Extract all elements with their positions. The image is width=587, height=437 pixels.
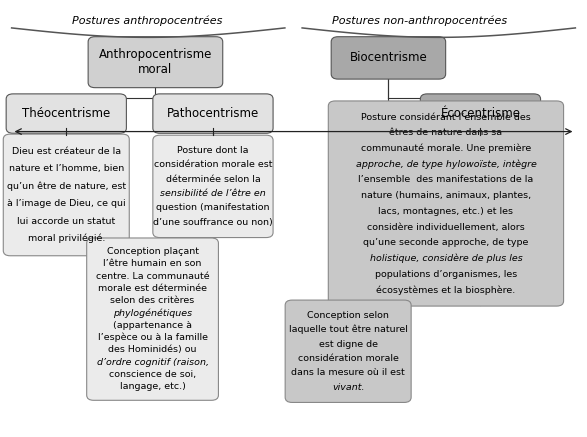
Text: qu’un être de nature, est: qu’un être de nature, est	[6, 181, 126, 191]
FancyBboxPatch shape	[328, 101, 564, 306]
Text: écosystèmes et la biosphère.: écosystèmes et la biosphère.	[376, 285, 515, 295]
Text: Conception plaçant: Conception plaçant	[107, 247, 198, 256]
Text: lacs, montagnes, etc.) et les: lacs, montagnes, etc.) et les	[379, 207, 514, 216]
FancyBboxPatch shape	[87, 238, 218, 400]
Text: moral privilégié.: moral privilégié.	[28, 234, 105, 243]
FancyBboxPatch shape	[4, 134, 129, 256]
Text: selon des critères: selon des critères	[110, 296, 195, 305]
FancyBboxPatch shape	[153, 135, 273, 238]
Text: Posture dont la: Posture dont la	[177, 146, 249, 155]
Text: considération morale est: considération morale est	[154, 160, 272, 169]
Text: considère individuellement, alors: considère individuellement, alors	[367, 222, 525, 232]
Text: Dieu est créateur de la: Dieu est créateur de la	[12, 147, 121, 156]
Text: l’ensemble  des manifestations de la: l’ensemble des manifestations de la	[358, 175, 534, 184]
Text: d’ordre cognitif (raison,: d’ordre cognitif (raison,	[96, 357, 208, 367]
Text: Posture considérant l’ensemble des: Posture considérant l’ensemble des	[361, 113, 531, 121]
Text: vivant.: vivant.	[332, 383, 365, 392]
Text: lui accorde un statut: lui accorde un statut	[17, 217, 116, 225]
Text: Pathocentrisme: Pathocentrisme	[167, 107, 259, 120]
Text: l’espèce ou à la famille: l’espèce ou à la famille	[97, 333, 208, 342]
Text: Théocentrisme: Théocentrisme	[22, 107, 110, 120]
Text: à l’image de Dieu, ce qui: à l’image de Dieu, ce qui	[7, 199, 126, 208]
Text: l’être humain en son: l’être humain en son	[103, 260, 202, 268]
FancyBboxPatch shape	[6, 94, 126, 133]
Text: laquelle tout être naturel: laquelle tout être naturel	[289, 325, 407, 334]
Text: (appartenance à: (appartenance à	[113, 321, 192, 330]
Text: langage, etc.): langage, etc.)	[120, 382, 185, 391]
Text: Postures non-anthropocentrées: Postures non-anthropocentrées	[332, 15, 508, 26]
Text: phylogénétiques: phylogénétiques	[113, 308, 192, 318]
Text: considération morale: considération morale	[298, 354, 399, 363]
FancyBboxPatch shape	[331, 37, 446, 79]
Text: est digne de: est digne de	[319, 340, 377, 349]
Text: question (manifestation: question (manifestation	[156, 204, 269, 212]
Text: d’une souffrance ou non): d’une souffrance ou non)	[153, 218, 273, 227]
Text: êtres de nature dans sa: êtres de nature dans sa	[389, 128, 502, 137]
FancyBboxPatch shape	[88, 37, 222, 88]
Text: approche, de type hylowoïste, intègre: approche, de type hylowoïste, intègre	[356, 160, 537, 169]
Text: déterminée selon la: déterminée selon la	[166, 175, 261, 184]
Text: nature (humains, animaux, plantes,: nature (humains, animaux, plantes,	[361, 191, 531, 200]
Text: communauté morale. Une première: communauté morale. Une première	[361, 144, 531, 153]
Text: populations d’organismes, les: populations d’organismes, les	[375, 270, 517, 279]
Text: Conception selon: Conception selon	[307, 311, 389, 320]
Text: nature et l’homme, bien: nature et l’homme, bien	[9, 164, 124, 173]
FancyBboxPatch shape	[285, 300, 411, 402]
Text: dans la mesure où il est: dans la mesure où il est	[291, 368, 405, 377]
Text: Écocentrisme: Écocentrisme	[440, 107, 521, 120]
Text: des Hominidés) ou: des Hominidés) ou	[109, 345, 197, 354]
FancyBboxPatch shape	[420, 94, 541, 133]
FancyBboxPatch shape	[153, 94, 273, 133]
Text: sensibilité de l’être en: sensibilité de l’être en	[160, 189, 266, 198]
Text: qu’une seconde approche, de type: qu’une seconde approche, de type	[363, 238, 529, 247]
Text: conscience de soi,: conscience de soi,	[109, 370, 196, 379]
Text: morale est déterminée: morale est déterminée	[98, 284, 207, 293]
Text: Postures anthropocentrées: Postures anthropocentrées	[72, 15, 222, 26]
Text: Biocentrisme: Biocentrisme	[349, 52, 427, 64]
Text: Anthropocentrisme
moral: Anthropocentrisme moral	[99, 48, 212, 76]
Text: centre. La communauté: centre. La communauté	[96, 272, 210, 281]
Text: holistique, considère de plus les: holistique, considère de plus les	[370, 254, 522, 263]
